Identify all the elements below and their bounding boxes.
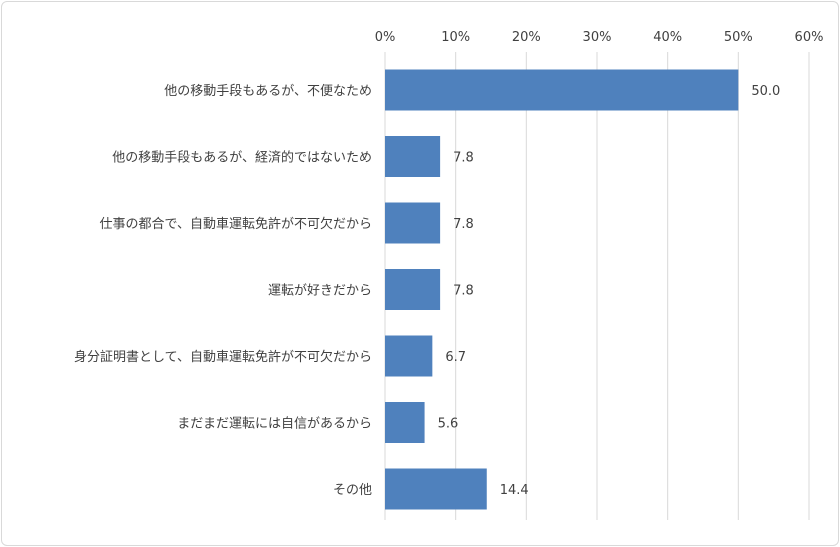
x-tick-label: 50% [724,30,753,45]
x-tick-label: 0% [375,30,396,45]
x-tick-label: 40% [653,30,682,45]
data-label: 14.4 [500,483,529,498]
data-label: 6.7 [445,350,466,365]
category-label: 他の移動手段もあるが、経済的ではないため [112,150,372,166]
x-tick-label: 30% [583,30,612,45]
bar [385,269,441,310]
x-tick-label: 10% [441,30,470,45]
bar [385,402,425,443]
category-label: その他 [333,483,372,498]
data-label: 50.0 [751,84,780,99]
category-label: 運転が好きだから [268,284,372,299]
bar [385,335,433,377]
data-label: 7.8 [453,151,474,166]
x-tick-label: 20% [512,30,541,45]
category-label: 仕事の都合で、自動車運転免許が不可欠だから [100,216,372,232]
category-label: 他の移動手段もあるが、不便なため [164,84,372,99]
data-label: 7.8 [453,284,474,299]
bar [385,136,441,177]
category-label: まだまだ運転には自信があるから [177,417,372,432]
bar [385,468,487,510]
bar [385,69,739,111]
category-label: 身分証明書として、自動車運転免許が不可欠だから [74,349,372,365]
bar [385,202,441,244]
data-label: 5.6 [438,417,459,432]
x-tick-label: 60% [795,30,824,45]
data-label: 7.8 [453,217,474,232]
